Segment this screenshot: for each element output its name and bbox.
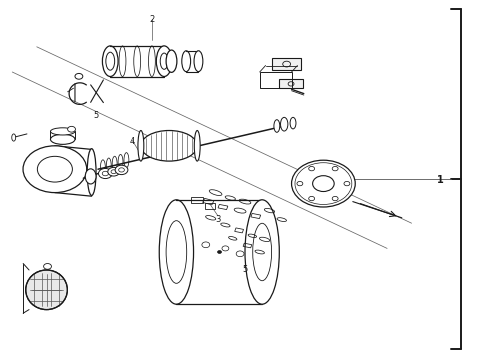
Ellipse shape bbox=[166, 50, 177, 72]
Circle shape bbox=[23, 146, 87, 193]
Circle shape bbox=[68, 126, 75, 132]
Polygon shape bbox=[279, 79, 303, 88]
Circle shape bbox=[98, 168, 112, 179]
Ellipse shape bbox=[194, 51, 203, 72]
Ellipse shape bbox=[245, 200, 279, 304]
Ellipse shape bbox=[274, 120, 280, 132]
Text: 3: 3 bbox=[216, 215, 220, 224]
Text: 5: 5 bbox=[93, 111, 98, 120]
Ellipse shape bbox=[159, 200, 194, 304]
Ellipse shape bbox=[50, 134, 75, 144]
Text: 4: 4 bbox=[130, 137, 135, 146]
Ellipse shape bbox=[141, 130, 197, 161]
Ellipse shape bbox=[280, 117, 288, 131]
Text: 5: 5 bbox=[243, 266, 247, 275]
Circle shape bbox=[292, 160, 355, 207]
Ellipse shape bbox=[87, 149, 96, 195]
Ellipse shape bbox=[25, 270, 67, 310]
Ellipse shape bbox=[194, 130, 200, 161]
Ellipse shape bbox=[290, 117, 296, 129]
Text: 1: 1 bbox=[437, 175, 443, 185]
Circle shape bbox=[108, 167, 120, 176]
Ellipse shape bbox=[156, 46, 172, 77]
Text: 2: 2 bbox=[149, 15, 154, 24]
Ellipse shape bbox=[138, 130, 144, 161]
Ellipse shape bbox=[85, 169, 96, 184]
Circle shape bbox=[115, 165, 128, 175]
Circle shape bbox=[218, 251, 221, 253]
Ellipse shape bbox=[50, 128, 75, 135]
Ellipse shape bbox=[182, 51, 191, 72]
Polygon shape bbox=[272, 58, 301, 70]
